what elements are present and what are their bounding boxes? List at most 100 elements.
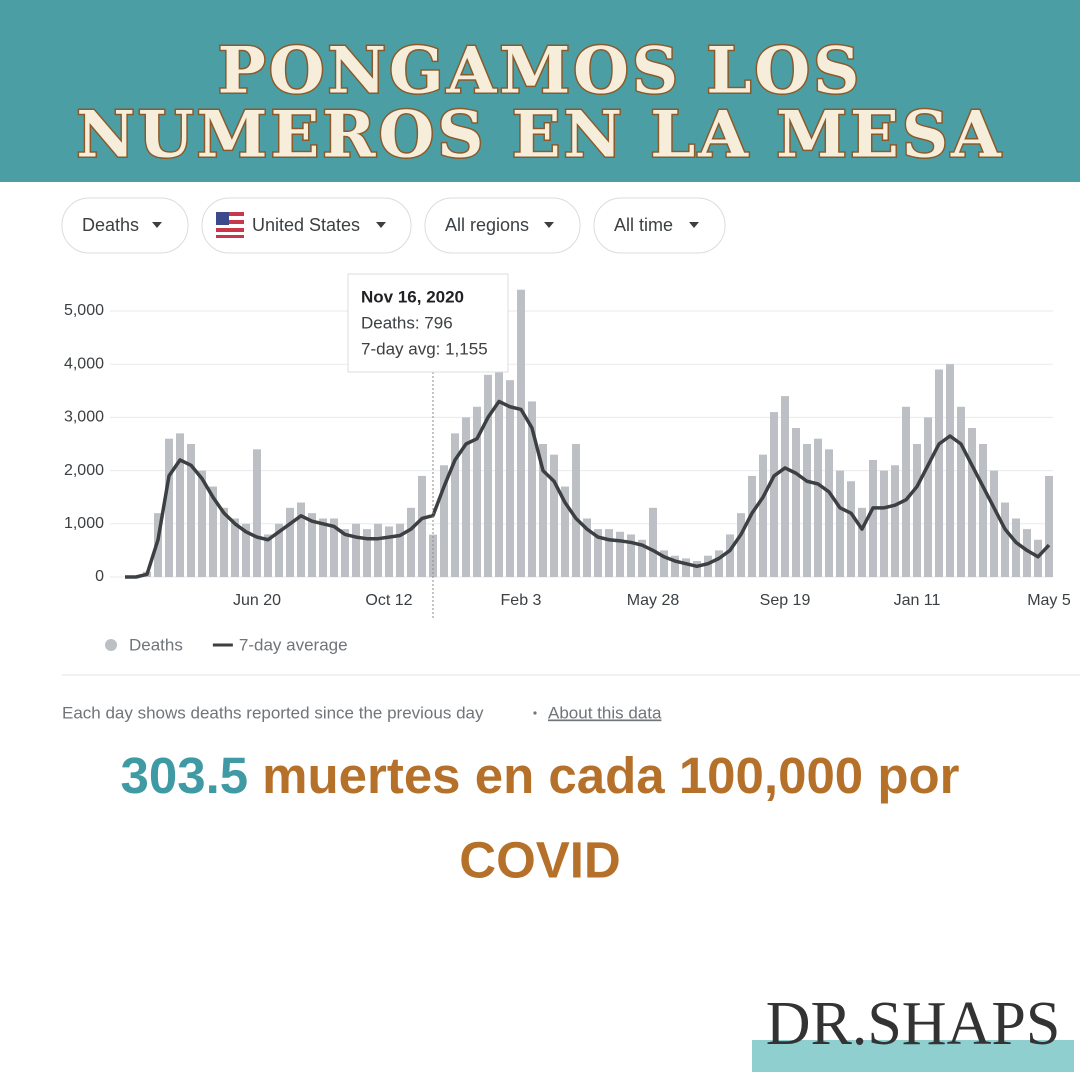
bar [946,364,954,577]
filter-pill[interactable] [61,197,189,254]
bar [726,534,734,577]
bar [803,444,811,577]
bar [198,470,206,577]
bar [814,438,822,577]
bar [341,529,349,577]
bar [748,475,756,577]
bar [176,433,184,577]
title-line: NUMEROS EN LA MESA [76,98,1003,173]
bar [957,406,965,577]
filter-label[interactable]: All time [614,215,673,235]
x-tick-label: Sep 19 [760,592,811,609]
tooltip-box [347,273,509,373]
bar [242,523,250,577]
bar [847,481,855,577]
about-link[interactable]: About this data [548,703,662,722]
statement-highlight: 303.5 [121,747,249,804]
logo: DR.SHAPS [766,990,1061,1058]
bar [495,358,503,577]
average-line [125,399,1051,579]
logo-band [752,1040,1074,1072]
filter-label[interactable]: All regions [445,215,529,235]
bar [913,444,921,577]
y-tick-label: 4,000 [64,355,104,372]
dropdown-arrow [544,222,554,228]
x-tick-label: Jun 20 [233,592,281,609]
bar [704,555,712,577]
y-tick-label: 3,000 [64,409,104,426]
filter-pill[interactable] [593,197,726,254]
bar [891,465,899,577]
bar [858,507,866,577]
bar [407,507,415,577]
bar [902,406,910,577]
bar [275,523,283,577]
filter-label[interactable]: Deaths [82,215,139,235]
bar [924,417,932,577]
tooltip-deaths: Deaths: 796 [361,313,453,332]
bar [220,507,228,577]
title-line: PONGAMOS LOS [218,34,863,109]
statement-text: muertes en cada 100,000 por [262,747,960,804]
bar [594,529,602,577]
bar [517,289,525,577]
bar [649,507,657,577]
y-tick-label: 5,000 [64,302,104,319]
filter-pill[interactable] [201,197,412,254]
bar [550,454,558,577]
bar [583,518,591,577]
bar [286,507,294,577]
bar [506,380,514,577]
bar [737,513,745,577]
bar [638,539,646,577]
bar [825,449,833,577]
bar [1045,475,1053,577]
bar [660,550,668,577]
bar [605,529,613,577]
x-tick-label: May 5 [1027,592,1071,609]
bar [990,470,998,577]
bar [429,534,437,577]
bar [671,555,679,577]
footnote: Each day shows deaths reported since the… [62,703,484,722]
bar [880,470,888,577]
bar [264,534,272,577]
bar [616,531,624,577]
dropdown-arrow [689,222,699,228]
bar [561,486,569,577]
bar [979,444,987,577]
bar [297,502,305,577]
dropdown-arrow [152,222,162,228]
bar [231,518,239,577]
chart: 0 1,000 2,000 3,000 4,000 5,000 Jun 20 Oct 12 Fe… [64,273,1071,654]
dropdown-arrow [376,222,386,228]
filter-label[interactable]: United States [252,215,360,235]
bar [451,433,459,577]
bar [1001,502,1009,577]
x-tick-label: May 28 [627,592,680,609]
bar [781,396,789,577]
bar [539,444,547,577]
y-tick-label: 0 [95,568,104,585]
statement-text: COVID [459,831,621,888]
tooltip-date: Nov 16, 2020 [361,287,464,306]
bar [396,523,404,577]
legend-label: 7-day average [239,635,348,654]
bar [363,529,371,577]
x-tick-label: Feb 3 [501,592,542,609]
bar [869,459,877,577]
header-band [0,0,1080,182]
bar [374,523,382,577]
bar [209,486,217,577]
filter-pill[interactable] [424,197,581,254]
legend-swatch [105,639,117,651]
bar [528,401,536,577]
bar [308,513,316,577]
bar [1023,529,1031,577]
bar [253,449,261,577]
bar [1012,518,1020,577]
tooltip-avg: 7-day avg: 1,155 [361,339,488,358]
bar [440,465,448,577]
